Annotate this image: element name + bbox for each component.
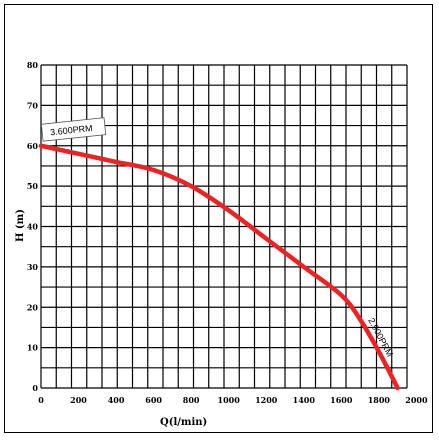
x-tick-label: 1000 <box>218 395 241 405</box>
y-tick-label: 40 <box>27 222 39 232</box>
y-tick-labels: 0 10 20 30 40 50 60 70 80 <box>27 60 39 393</box>
y-axis-title: H (m) <box>15 209 26 242</box>
grid <box>40 64 408 389</box>
x-tick-label: 800 <box>183 395 200 405</box>
annotation-3600: 3.600PRM <box>40 117 107 142</box>
y-tick-label: 80 <box>27 60 39 70</box>
y-tick-label: 50 <box>27 181 39 191</box>
x-tick-label: 200 <box>70 395 87 405</box>
y-tick-label: 10 <box>27 343 39 353</box>
series-line-0 <box>38 143 400 391</box>
x-tick-label: 400 <box>108 395 125 405</box>
x-tick-label: 1800 <box>368 395 391 405</box>
y-tick-label: 30 <box>27 262 39 272</box>
x-tick-labels: 0 200 400 600 800 1000 1200 1400 1600 1800 2000 <box>38 395 428 405</box>
y-tick-label: 0 <box>32 383 38 393</box>
x-axis-title: Q(l/min) <box>160 417 207 428</box>
y-tick-label: 20 <box>27 302 39 312</box>
x-tick-label: 1600 <box>330 395 353 405</box>
annotation-3600-label: 3.600PRM <box>50 123 93 137</box>
x-tick-label: 2000 <box>405 395 428 405</box>
curve-layer <box>38 143 400 391</box>
x-tick-label: 1400 <box>293 395 316 405</box>
x-tick-label: 1200 <box>255 395 278 405</box>
annotation-3600-box <box>40 117 107 142</box>
x-tick-label: 600 <box>145 395 162 405</box>
y-tick-label: 60 <box>27 141 39 151</box>
x-tick-label: 0 <box>38 395 44 405</box>
y-tick-label: 70 <box>27 100 39 110</box>
